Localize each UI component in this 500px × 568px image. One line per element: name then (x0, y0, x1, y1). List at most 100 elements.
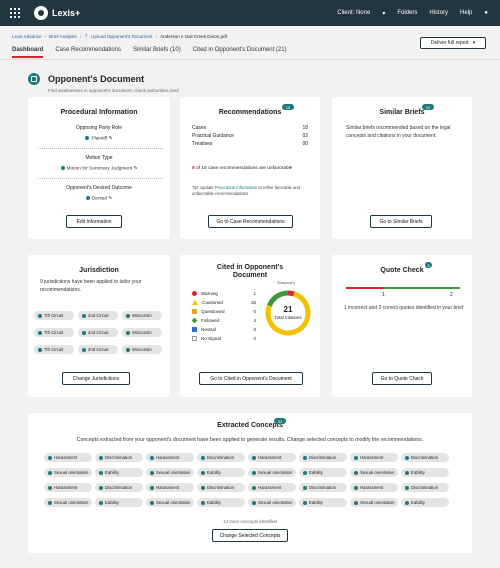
incorrect-count: 1 (382, 292, 385, 298)
concept-chip[interactable]: Harassment (146, 453, 194, 462)
party-role-value[interactable]: Plaintiff ✎ (28, 136, 170, 141)
app-grid-icon[interactable] (10, 8, 20, 18)
outcome-value[interactable]: Denied ✎ (28, 196, 170, 201)
tip-prefix: Tip: Update (192, 185, 214, 190)
go-to-case-recommendations-button[interactable]: Go to Case Recommendations (208, 215, 293, 228)
chip-label: Wisconsin (132, 347, 152, 352)
divider (38, 148, 163, 149)
concept-chip[interactable]: Eability (197, 498, 245, 507)
concept-chip[interactable]: Sexual orientation (146, 468, 194, 477)
jurisdiction-chip[interactable]: Wisconsin (122, 345, 162, 354)
check-icon (82, 313, 86, 318)
concept-chip[interactable]: Discrimination (299, 453, 347, 462)
folders-link[interactable]: Folders (397, 10, 418, 16)
legend-neutral[interactable]: Neutral 0 (192, 327, 256, 332)
check-icon (252, 470, 256, 475)
jurisdiction-chip[interactable]: 7th Circuit (34, 345, 74, 354)
concept-chip[interactable]: Harassment (44, 483, 92, 492)
go-to-similar-briefs-button[interactable]: Go to Similar Briefs (370, 215, 432, 228)
rec-row-cases[interactable]: Cases 18 (192, 125, 308, 131)
concept-chip[interactable]: Eability (401, 498, 449, 507)
concept-chip[interactable]: Discrimination (95, 483, 143, 492)
concept-chip[interactable]: Harassment (44, 453, 92, 462)
concept-chip[interactable]: Discrimination (401, 453, 449, 462)
concept-chip[interactable]: Eability (299, 498, 347, 507)
concept-chip[interactable]: Eability (197, 468, 245, 477)
legend-warning[interactable]: Warning 1 (192, 291, 256, 296)
concept-chip[interactable]: Harassment (248, 483, 296, 492)
concept-chip[interactable]: Eability (299, 468, 347, 477)
concept-chip[interactable]: Discrimination (401, 483, 449, 492)
chip-label: Eability (411, 470, 425, 475)
concept-chip[interactable]: Discrimination (299, 483, 347, 492)
concept-chip[interactable]: Eability (401, 468, 449, 477)
rec-count: 02 (302, 133, 308, 139)
document-icon (28, 73, 40, 85)
concept-chip[interactable]: Harassment (350, 453, 398, 462)
quote-check-badge: 3 (425, 262, 432, 268)
legend-questioned[interactable]: Questioned 0 (192, 309, 256, 314)
jurisdiction-chip[interactable]: Wisconsin (122, 328, 162, 337)
tab-dashboard[interactable]: Dashboard (12, 47, 44, 58)
motion-type-label: Motion Type (85, 155, 113, 161)
go-to-cited-button[interactable]: Go to Cited in Opponent's Document (199, 372, 303, 385)
check-icon (48, 500, 52, 505)
jurisdiction-chip[interactable]: Wisconsin (122, 311, 162, 320)
procedural-info-link[interactable]: Procedural Information (214, 185, 258, 190)
chip-label: Eability (411, 500, 425, 505)
legend-count: 1 (253, 291, 256, 296)
help-link[interactable]: Help (460, 10, 473, 16)
jurisdiction-chip[interactable]: 2nd Circuit (78, 311, 118, 320)
concept-chip[interactable]: Harassment (350, 483, 398, 492)
check-icon (354, 455, 358, 460)
legend-label: No Signal (201, 336, 221, 341)
breadcrumb-item[interactable]: Brief Analysis (49, 33, 77, 39)
motion-type-value[interactable]: Motion for Summary Judgment ✎ (28, 166, 170, 171)
concept-chip[interactable]: Harassment (248, 453, 296, 462)
legend-followed[interactable]: Followed 4 (191, 317, 256, 324)
concept-chip[interactable]: Discrimination (197, 453, 245, 462)
total-citations-number: 21 (283, 305, 293, 314)
user-icon[interactable]: ● (484, 10, 488, 16)
jurisdiction-chip[interactable]: 7th Circuit (34, 311, 74, 320)
chip-label: Eability (309, 470, 323, 475)
client-menu[interactable]: Client: None (337, 10, 371, 16)
breadcrumb-item[interactable]: Upload Opponent's Document (91, 33, 153, 39)
chevron-down-icon: ▾ (472, 40, 476, 46)
legend-cautioned[interactable]: Cautioned 16 (192, 300, 256, 305)
check-icon (201, 470, 205, 475)
jurisdiction-chip[interactable]: 2nd Circuit (78, 345, 118, 354)
jurisdiction-chip[interactable]: 7th Circuit (34, 328, 74, 337)
chip-label: Eability (105, 500, 119, 505)
concept-chip[interactable]: Eability (95, 498, 143, 507)
history-link[interactable]: History (429, 10, 449, 16)
tab-cited[interactable]: Cited in Opponent's Document (21) (192, 47, 287, 53)
concept-chip[interactable]: Sexual orientation (248, 468, 296, 477)
concept-chip[interactable]: Sexual orientation (350, 468, 398, 477)
concept-chip[interactable]: Eability (95, 468, 143, 477)
tab-case-recommendations[interactable]: Case Recommendations (55, 47, 122, 53)
change-jurisdictions-button[interactable]: Change Jurisdictions (62, 372, 130, 385)
legend-no-signal[interactable]: No Signal 0 (192, 336, 256, 341)
concept-chip[interactable]: Sexual orientation (350, 498, 398, 507)
concept-chip[interactable]: Discrimination (197, 483, 245, 492)
rec-row-practical[interactable]: Practical Guidance 02 (192, 133, 308, 139)
concept-chip[interactable]: Discrimination (95, 453, 143, 462)
concept-chip[interactable]: Sexual orientation (146, 498, 194, 507)
change-selected-concepts-button[interactable]: Change Selected Concepts (212, 529, 288, 542)
chip-label: Harassment (54, 485, 78, 490)
tab-similar-briefs[interactable]: Similar Briefs (10) (133, 47, 181, 53)
concept-chip[interactable]: Sexual orientation (248, 498, 296, 507)
concept-chip[interactable]: Sexual orientation (44, 498, 92, 507)
chip-label: Discrimination (309, 455, 336, 460)
concept-chip[interactable]: Harassment (146, 483, 194, 492)
edit-information-button[interactable]: Edit Information (66, 215, 122, 228)
concept-chip[interactable]: Sexual orientation (44, 468, 92, 477)
breadcrumb-item[interactable]: Lexis Advance (12, 33, 42, 39)
deliver-report-button[interactable]: Deliver full report ▾ (420, 37, 486, 49)
go-to-quote-check-button[interactable]: Go to Quote Check (372, 372, 432, 385)
rec-row-treatises[interactable]: Treatises 00 (192, 141, 308, 147)
chip-label: 7th Circuit (44, 313, 64, 318)
jurisdiction-chip[interactable]: 2nd Circuit (78, 328, 118, 337)
rec-count: 00 (302, 141, 308, 147)
